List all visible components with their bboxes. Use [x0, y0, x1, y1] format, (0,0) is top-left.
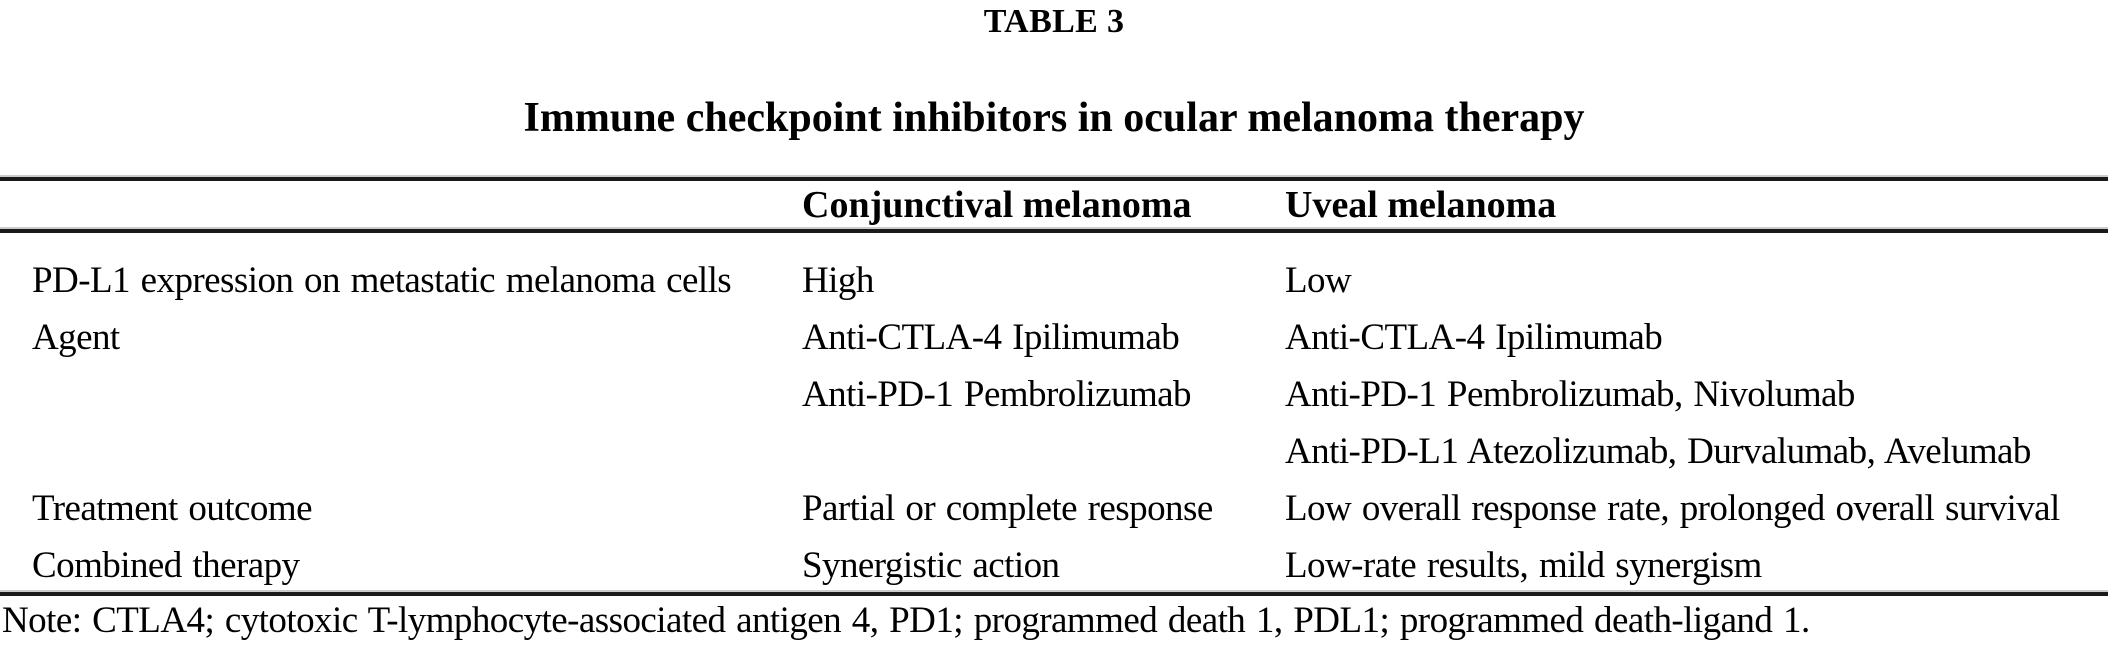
cell-conjunctival: Anti-PD-1 Pembrolizumab: [802, 374, 1192, 415]
row-label: Agent: [32, 317, 120, 358]
table-row: PD-L1 expression on metastatic melanoma …: [0, 252, 2108, 309]
row-label: Combined therapy: [32, 545, 300, 586]
table-number-label: TABLE 3: [983, 3, 1125, 40]
table-top-rule: [0, 177, 2108, 181]
column-header-conjunctival: Conjunctival melanoma: [802, 184, 1192, 226]
table-header-row: Conjunctival melanoma Uveal melanoma: [0, 182, 2108, 229]
cell-uveal: Low overall response rate, prolonged ove…: [1285, 488, 2060, 529]
cell-uveal: Anti-PD-L1 Atezolizumab, Durvalumab, Ave…: [1285, 431, 2031, 472]
table-footnote: Note: CTLA4; cytotoxic T-lymphocyte-asso…: [2, 600, 1810, 641]
table-title: Immune checkpoint inhibitors in ocular m…: [523, 95, 1585, 141]
cell-uveal: Low-rate results, mild synergism: [1285, 545, 1762, 586]
table-row: Anti-PD-1 Pembrolizumab Anti-PD-1 Pembro…: [0, 366, 2108, 423]
cell-conjunctival: Synergistic action: [802, 545, 1060, 586]
table-bottom-rule: [0, 592, 2108, 596]
cell-conjunctival: Anti-CTLA-4 Ipilimumab: [802, 317, 1180, 358]
column-header-uveal: Uveal melanoma: [1285, 184, 1557, 226]
table-body: PD-L1 expression on metastatic melanoma …: [0, 252, 2108, 594]
table-row: Agent Anti-CTLA-4 Ipilimumab Anti-CTLA-4…: [0, 309, 2108, 366]
header-separator-rule: [0, 229, 2108, 233]
row-label: PD-L1 expression on metastatic melanoma …: [32, 260, 732, 301]
cell-uveal: Anti-CTLA-4 Ipilimumab: [1285, 317, 1663, 358]
table-row: Anti-PD-L1 Atezolizumab, Durvalumab, Ave…: [0, 423, 2108, 480]
cell-conjunctival: Partial or complete response: [802, 488, 1213, 529]
cell-uveal: Anti-PD-1 Pembrolizumab, Nivolumab: [1285, 374, 1855, 415]
table-row: Combined therapy Synergistic action Low-…: [0, 537, 2108, 594]
cell-conjunctival: High: [802, 260, 874, 301]
row-label: Treatment outcome: [32, 488, 313, 529]
cell-uveal: Low: [1285, 260, 1352, 301]
table-row: Treatment outcome Partial or complete re…: [0, 480, 2108, 537]
